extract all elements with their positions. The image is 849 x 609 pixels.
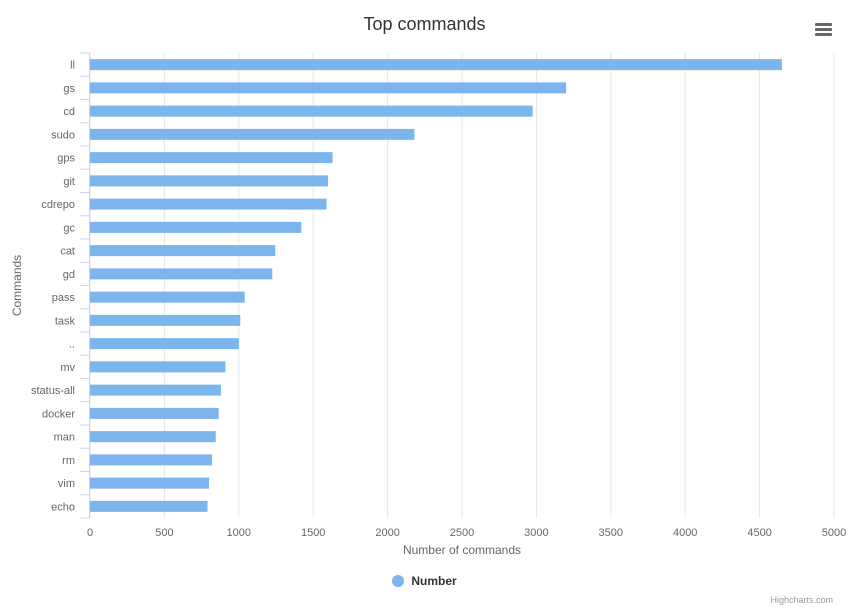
bar [90,198,327,210]
x-tick-label: 500 [155,527,173,539]
y-axis-title: Commands [10,255,24,316]
credits-link[interactable]: Highcharts.com [770,595,833,605]
tick-labels: 0 500 1000 1500 2000 2500 3000 3500 4000 4500 5000… [31,60,846,539]
bar [90,477,210,489]
bar [90,245,276,257]
grid-lines [89,53,835,518]
bar [90,454,213,466]
legend: Number [0,574,849,590]
x-tick-label: 2000 [375,527,399,539]
y-tick-label: gps [57,153,75,165]
x-axis-title: Number of commands [403,543,521,557]
x-tick-label: 1500 [301,527,325,539]
bars [90,59,782,512]
x-tick-label: 3500 [599,527,623,539]
y-tick-label: gs [63,83,75,95]
x-tick-label: 3000 [524,527,548,539]
bar [90,500,208,512]
legend-item-number[interactable]: Number [392,574,457,588]
y-tick-label: cat [60,246,75,258]
y-tick-label: mv [60,362,75,374]
bar [90,221,302,233]
bar [90,384,221,396]
y-tick-label: cd [63,106,75,118]
bar [90,361,226,373]
y-tick-label: .. [69,339,75,351]
bar [90,175,329,187]
bar [90,82,567,94]
bar [90,338,239,350]
y-tick-label: man [54,432,75,444]
y-tick-label: ll [70,60,75,72]
x-tick-label: 4500 [747,527,771,539]
bar [90,128,415,140]
bar [90,59,782,71]
bar [90,407,219,419]
y-tick-label: status-all [31,385,75,397]
bar [90,105,533,117]
x-tick-label: 2500 [450,527,474,539]
y-tick-label: echo [51,501,75,513]
chart-context-menu-button[interactable] [810,18,836,42]
bar [90,431,216,443]
hamburger-menu-icon-line [815,33,832,36]
y-tick-label: rm [62,455,75,467]
x-tick-label: 4000 [673,527,697,539]
bar [90,152,333,164]
y-tick-label: vim [58,478,75,490]
y-tick-label: git [63,176,75,188]
y-tick-label: docker [42,408,75,420]
x-tick-label: 5000 [822,527,846,539]
y-tick-label: cdrepo [41,199,75,211]
y-tick-label: gc [63,222,75,234]
hamburger-menu-icon-line [815,28,832,31]
y-tick-label: sudo [51,129,75,141]
x-tick-label: 1000 [227,527,251,539]
y-tick-label: pass [52,292,76,304]
x-tick-label: 0 [87,527,93,539]
bar [90,291,245,303]
y-tick-label: gd [63,269,75,281]
chart-title: Top commands [363,14,486,34]
bar [90,314,241,326]
legend-symbol [392,575,405,587]
y-tick-label: task [55,315,76,327]
legend-label: Number [411,574,457,588]
axes [80,52,90,519]
hamburger-menu-icon [815,23,832,26]
bar [90,268,273,280]
